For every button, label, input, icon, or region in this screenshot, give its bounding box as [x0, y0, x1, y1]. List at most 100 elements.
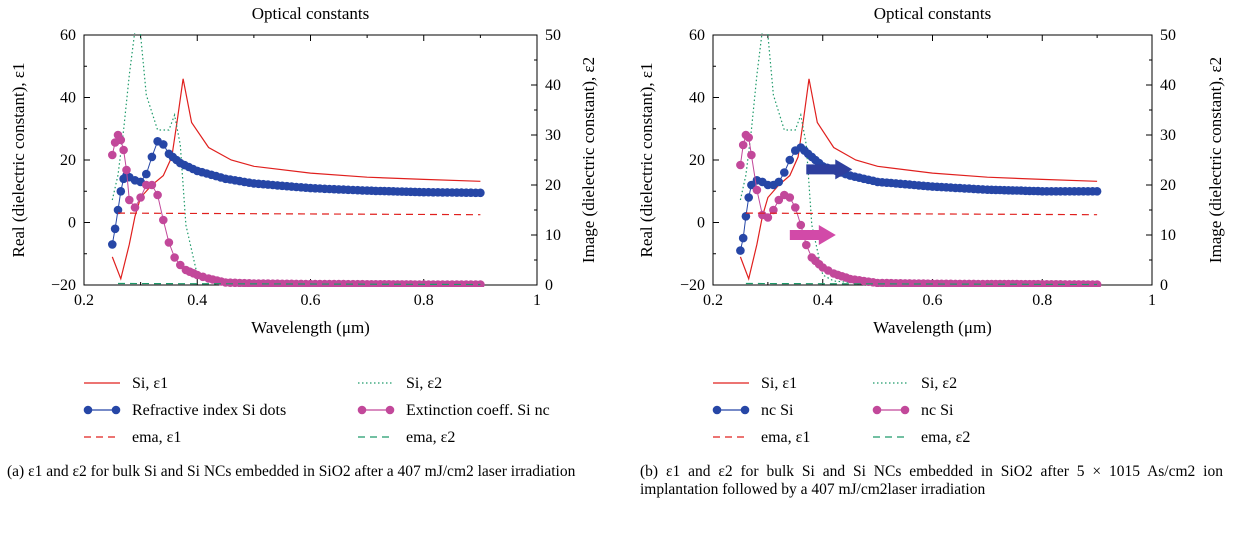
series-si-2-line [111, 33, 481, 286]
y-tick-label: −20 [51, 277, 76, 294]
series-refractive-index-si-dots-point [116, 187, 126, 196]
series-nc-si-point [780, 168, 789, 177]
legend-item: Si, ε2 [873, 375, 957, 392]
legend-item: ema, ε2 [873, 429, 970, 446]
series-ema-1-line [745, 212, 1098, 216]
series-ema-1-line [117, 212, 481, 216]
legend-label: Si, ε1 [132, 375, 168, 392]
series-extinction-coeff-si-nc-point [119, 145, 128, 155]
series-nc-si-point [1092, 280, 1102, 287]
legend-marker [740, 405, 750, 415]
y-tick-label: 20 [60, 152, 76, 169]
y-tick-label: 20 [689, 152, 705, 169]
y2-tick-label: 20 [545, 177, 561, 194]
chart-title: Optical constants [874, 4, 992, 23]
x-tick-label: 0.2 [74, 292, 94, 309]
x-tick-label: 0.8 [1032, 292, 1052, 309]
series-refractive-index-si-dots-point [108, 240, 117, 249]
legend-label: Refractive index Si dots [132, 402, 286, 419]
chart-title: Optical constants [252, 4, 370, 23]
y2-axis-label: Image (dielectric constant), ε2 [579, 57, 598, 263]
series-refractive-index-si-dots-point [159, 140, 168, 149]
x-tick-label: 0.6 [923, 292, 943, 309]
annotation-arrow [806, 159, 853, 180]
series-nc-si-point [796, 220, 806, 230]
legend-marker [83, 405, 93, 415]
x-tick-label: 1 [533, 292, 541, 309]
legend-item: nc Si [872, 402, 954, 419]
series-refractive-index-si-dots-point [142, 169, 151, 179]
y-tick-label: 60 [689, 27, 705, 44]
legend-item: ema, ε2 [358, 429, 455, 446]
y2-tick-label: 30 [545, 127, 561, 144]
legend-marker [712, 405, 722, 415]
annotation-arrow [789, 225, 836, 245]
series-nc-si-point [791, 203, 800, 212]
y2-tick-label: 40 [1160, 77, 1176, 94]
x-axis-label: Wavelength (μm) [251, 318, 370, 337]
y2-tick-label: 30 [1160, 127, 1176, 144]
series-nc-si-point [736, 246, 745, 255]
y2-tick-label: 20 [1160, 177, 1176, 194]
legend-label: nc Si [921, 402, 954, 419]
legend-label: ema, ε2 [921, 429, 970, 446]
y2-tick-label: 10 [545, 227, 561, 244]
series-extinction-coeff-si-nc-point [108, 150, 117, 160]
legend-label: nc Si [761, 402, 794, 419]
series-nc-si-point [744, 193, 753, 202]
y-tick-label: −20 [680, 277, 705, 294]
series-extinction-coeff-si-nc-point [147, 180, 157, 190]
y-tick-label: 60 [60, 27, 76, 44]
y2-tick-label: 50 [1160, 27, 1176, 44]
series-extinction-coeff-si-nc-point [176, 260, 185, 270]
series-extinction-coeff-si-nc-point [122, 165, 131, 175]
series-nc-si-point [736, 160, 745, 170]
series-extinction-coeff-si-nc-point [476, 280, 485, 287]
y-axis-label: Real (dielectric constant), ε1 [9, 62, 28, 257]
series-nc-si-point [802, 240, 811, 250]
y-tick-label: 40 [689, 90, 705, 107]
legend-marker [872, 405, 882, 415]
series-nc-si-point [769, 205, 778, 215]
series-si-2-line [739, 33, 1098, 286]
series-refractive-index-si-dots-point [113, 205, 123, 215]
legend-item: Si, ε2 [358, 375, 442, 392]
series-nc-si-point [741, 212, 751, 221]
y2-axis-label: Image (dielectric constant), ε2 [1206, 57, 1225, 263]
panel-b: Optical constants 0.2 0.4 0.6 0.8 1 −20 0 20 40 60… [618, 0, 1236, 537]
series-si-1-line [739, 78, 1098, 281]
x-tick-label: 0.8 [414, 292, 434, 309]
x-tick-label: 0.4 [187, 292, 207, 309]
y2-tick-label: 50 [545, 27, 561, 44]
caption-a: (a) ε1 and ε2 for bulk Si and Si NCs emb… [7, 463, 576, 480]
legend-marker [111, 405, 121, 415]
series-extinction-coeff-si-nc-point [136, 193, 145, 202]
y-tick-label: 40 [60, 90, 76, 107]
series-si-1-line [111, 78, 481, 281]
series-extinction-coeff-si-nc-point [170, 253, 179, 262]
series-extinction-coeff-si-nc-point [159, 215, 168, 225]
legend-label: ema, ε1 [761, 429, 810, 446]
series-nc-si-point [1092, 187, 1102, 196]
y2-tick-label: 40 [545, 77, 561, 94]
y2-tick-label: 0 [1160, 277, 1168, 294]
series-nc-si-point [774, 195, 784, 205]
legend-marker [900, 405, 910, 415]
series-refractive-index-si-dots-point [147, 152, 157, 162]
legend-label: Si, ε2 [406, 375, 442, 392]
series-refractive-index-si-dots-point [110, 224, 120, 234]
chart-b: Optical constants 0.2 0.4 0.6 0.8 1 −20 0 20 40 60… [637, 4, 1225, 446]
legend-item: Si, ε1 [713, 375, 797, 392]
y-tick-label: 0 [68, 215, 76, 232]
caption-b: (b) ε1 and ε2 for bulk Si and Si NCs emb… [640, 463, 1223, 499]
legend-marker [385, 405, 395, 415]
plot-frame [712, 34, 1153, 286]
plot-area [736, 33, 1102, 287]
series-nc-si-point [785, 155, 795, 165]
y2-tick-label: 0 [545, 277, 553, 294]
legend-item: Extinction coeff. Si nc [357, 402, 550, 419]
y-tick-label: 0 [697, 215, 705, 232]
series-extinction-coeff-si-nc-point [164, 238, 174, 247]
y2-tick-label: 10 [1160, 227, 1176, 244]
series-refractive-index-si-dots-point [476, 188, 485, 198]
